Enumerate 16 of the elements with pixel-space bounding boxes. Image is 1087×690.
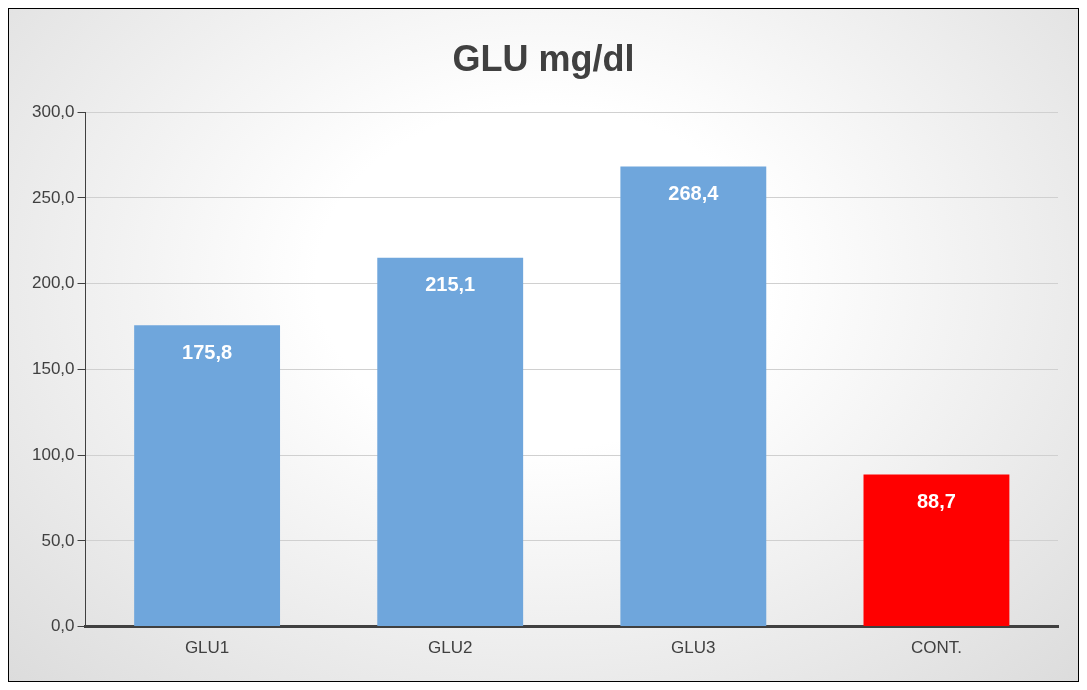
y-tick-label: 300,0 [31, 101, 75, 121]
y-tick-label: 50,0 [41, 530, 75, 550]
data-label: 215,1 [425, 273, 476, 296]
x-tick-label: GLU2 [428, 638, 473, 658]
y-tick-label: 0,0 [50, 616, 75, 636]
x-tick-label: CONT. [910, 638, 962, 658]
data-label: 175,8 [182, 340, 233, 363]
data-label: 268,4 [668, 181, 720, 204]
x-tick-label: GLU3 [671, 638, 716, 658]
y-tick-label: 200,0 [31, 273, 75, 293]
y-tick-label: 100,0 [31, 444, 75, 464]
data-label: 88,7 [916, 490, 956, 513]
x-tick-label: GLU1 [184, 638, 230, 658]
y-tick-label: 250,0 [31, 187, 75, 207]
y-tick-label: 150,0 [31, 359, 75, 379]
chart-title: GLU mg/dl [452, 37, 635, 79]
